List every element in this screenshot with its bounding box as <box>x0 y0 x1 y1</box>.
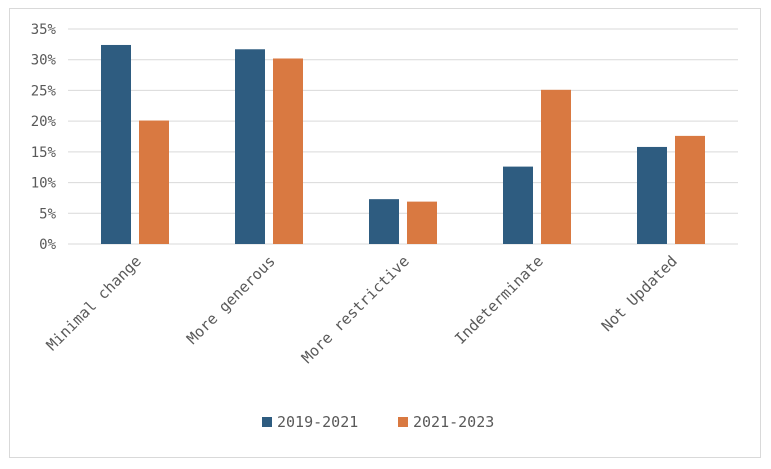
legend-label: 2021-2023 <box>413 413 494 431</box>
y-tick-label: 10% <box>31 176 57 192</box>
y-tick-label: 30% <box>31 53 57 69</box>
y-tick-label: 5% <box>39 206 56 222</box>
legend-swatch <box>262 417 272 427</box>
bar-2019-2021-more-generous <box>235 49 265 245</box>
bar-2019-2021-more-restrictive <box>369 199 399 244</box>
bar-2021-2023-more-restrictive <box>407 201 437 244</box>
y-tick-label: 20% <box>31 114 57 130</box>
legend-label: 2019-2021 <box>277 413 358 431</box>
bar-2021-2023-more-generous <box>273 58 303 244</box>
y-tick-label: 25% <box>31 83 57 99</box>
legend: 2019-2021 2021-2023 <box>262 413 494 431</box>
x-category-label: More restrictive <box>298 252 413 367</box>
x-category-label: Not Updated <box>598 252 681 335</box>
bar-2019-2021-minimal-change <box>101 44 131 244</box>
gridlines <box>68 28 738 245</box>
bar-2019-2021-indeterminate <box>503 166 533 244</box>
bars <box>101 44 705 245</box>
bar-2021-2023-indeterminate <box>541 89 571 244</box>
y-tick-label: 0% <box>39 237 56 253</box>
y-tick-label: 15% <box>31 145 57 161</box>
y-axis-tick-labels: 0% 5% 10% 15% 20% 25% 30% 35% <box>31 22 57 253</box>
legend-swatch <box>398 417 408 427</box>
x-category-label: Minimal change <box>43 252 145 354</box>
x-category-label: More generous <box>183 252 279 348</box>
x-axis-category-labels: Minimal change More generous More restrict… <box>43 252 681 367</box>
x-category-label: Indeterminate <box>451 252 547 348</box>
y-tick-label: 35% <box>31 22 57 38</box>
bar-2019-2021-not-updated <box>637 146 667 244</box>
bar-2021-2023-not-updated <box>675 135 705 244</box>
bar-2021-2023-minimal-change <box>139 120 169 244</box>
